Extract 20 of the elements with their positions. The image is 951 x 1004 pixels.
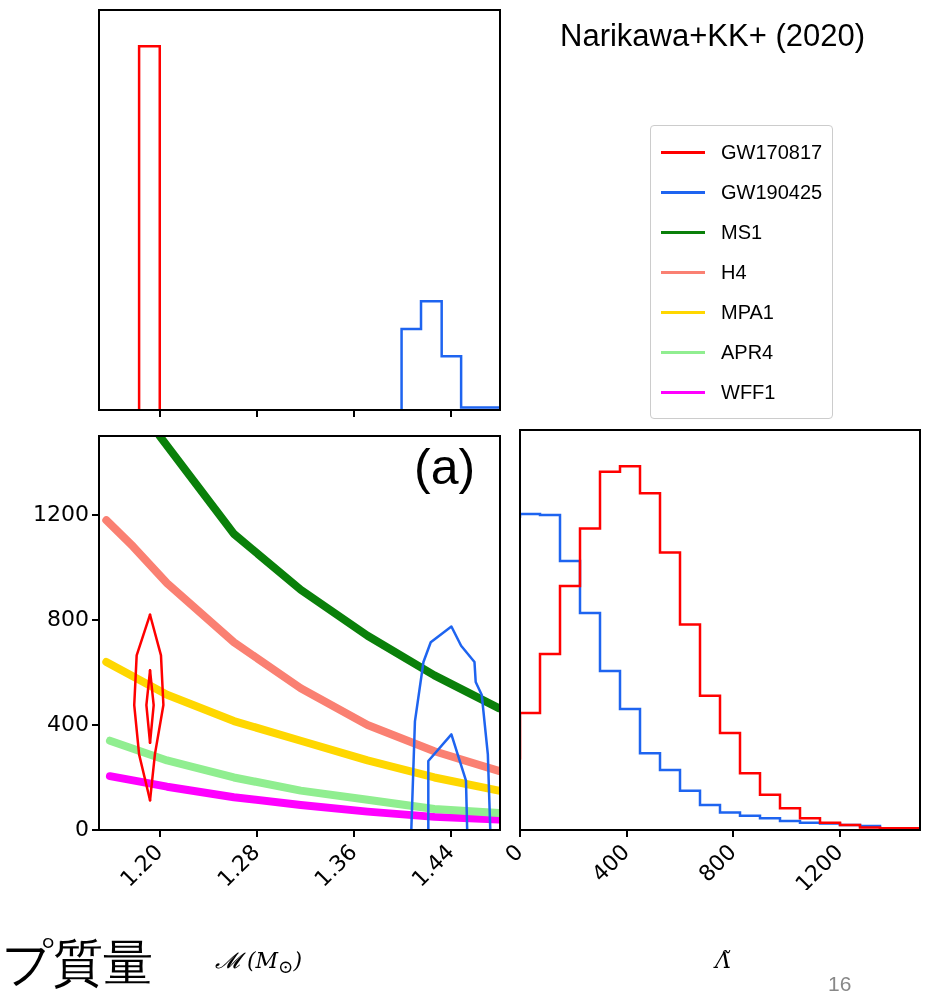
legend-label: MS1	[721, 220, 763, 244]
legend-label: MPA1	[721, 300, 774, 324]
legend-label: H4	[721, 260, 747, 284]
legend-label: GW190425	[721, 180, 823, 204]
x-tick-label: 800	[693, 839, 741, 887]
legend-label: GW170817	[721, 140, 823, 164]
x-tick-label: 0	[500, 839, 528, 867]
y-tick-label: 400	[47, 710, 89, 736]
y-tick-label: 1200	[33, 500, 89, 526]
annotation: (a)	[414, 438, 476, 496]
chart-title: Narikawa+KK+ (2020)	[560, 18, 865, 54]
x-tick-label: 400	[586, 839, 635, 887]
legend-label: APR4	[721, 340, 774, 364]
legend-label: WFF1	[721, 380, 776, 404]
text: プ質量	[2, 933, 153, 994]
x-axis-title: 𝓜 (M$_{⊙}$)	[215, 948, 303, 978]
text: 16	[828, 972, 852, 996]
y-tick-label: 0	[75, 815, 89, 841]
y-tick-label: 800	[47, 605, 89, 631]
x-axis-title: Λ̃	[715, 948, 731, 973]
